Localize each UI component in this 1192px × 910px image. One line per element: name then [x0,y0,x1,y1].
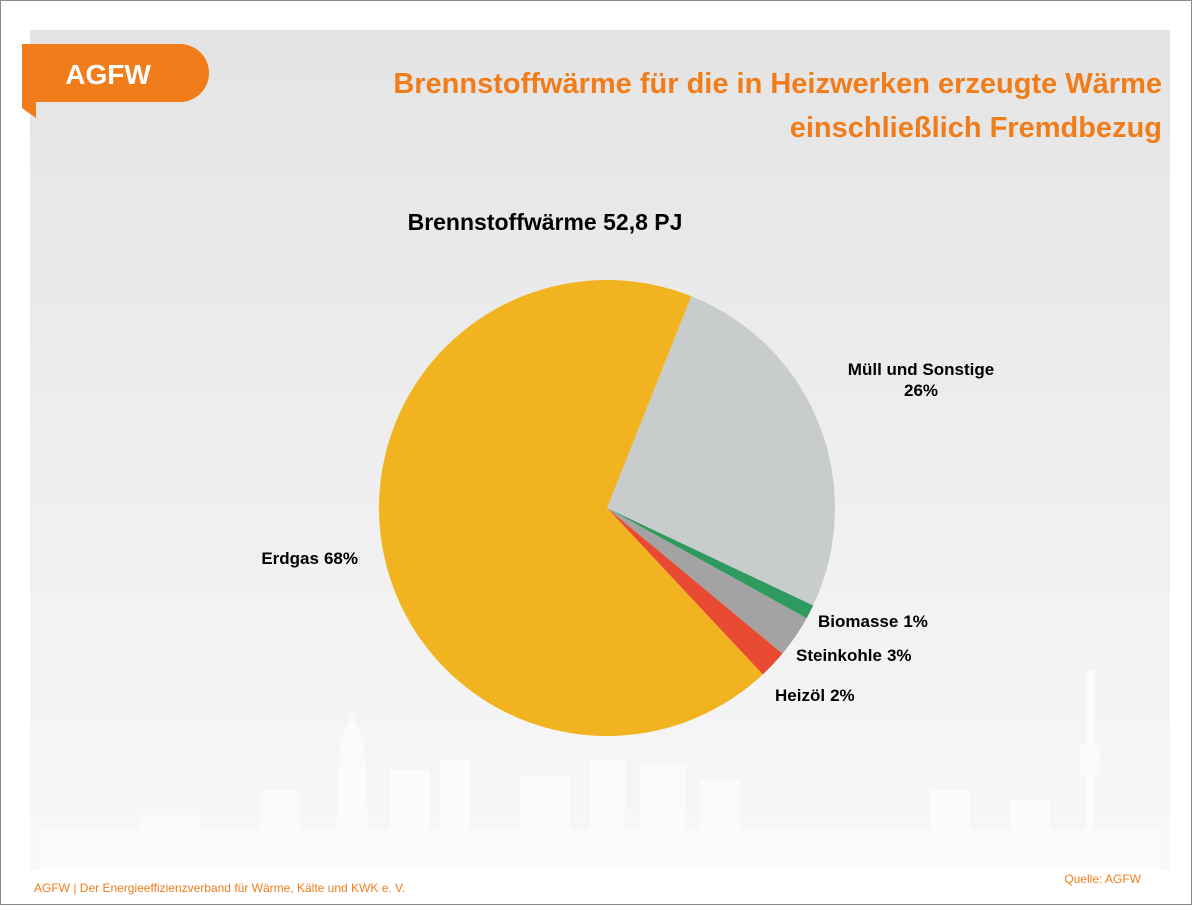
slice-label: Heizöl 2% [775,686,855,705]
logo-tab [22,44,209,118]
skyline [40,670,1160,870]
slice-label: Biomasse 1% [818,612,928,631]
value-label: 1% [903,612,928,631]
slice-label: Erdgas 68% [261,549,358,568]
pie-slice [607,508,814,619]
value-label: 2% [830,686,855,705]
pie-slice [607,508,783,675]
value-label: 26% [904,381,938,400]
chart-title: Brennstoffwärme 52,8 PJ [408,209,683,235]
value-label: 3% [887,646,912,665]
category-label: Steinkohle [796,646,882,665]
category-label: Müll und Sonstige [848,360,994,379]
value-label: 68% [324,549,358,568]
logo: AGFW [65,59,151,90]
slice-label: Steinkohle 3% [796,646,912,665]
pie-slice [607,508,807,654]
header-title: einschließlich Fremdbezug [790,112,1162,144]
header-title: Brennstoffwärme für die in Heizwerken er… [393,68,1162,100]
pie-slice [607,296,835,606]
slice-label: Müll und Sonstige 26% [848,360,994,400]
category-label: Heizöl [775,686,825,705]
category-label: Biomasse [818,612,898,631]
category-label: Erdgas [261,549,319,568]
footer: AGFW | Der Energieeffizienzverband für W… [34,881,405,895]
source: Quelle: AGFW [1064,872,1141,886]
pie-slice [379,280,763,736]
pie: Müll und Sonstige 26% Biomasse 1% Steinkohle… [261,280,994,736]
